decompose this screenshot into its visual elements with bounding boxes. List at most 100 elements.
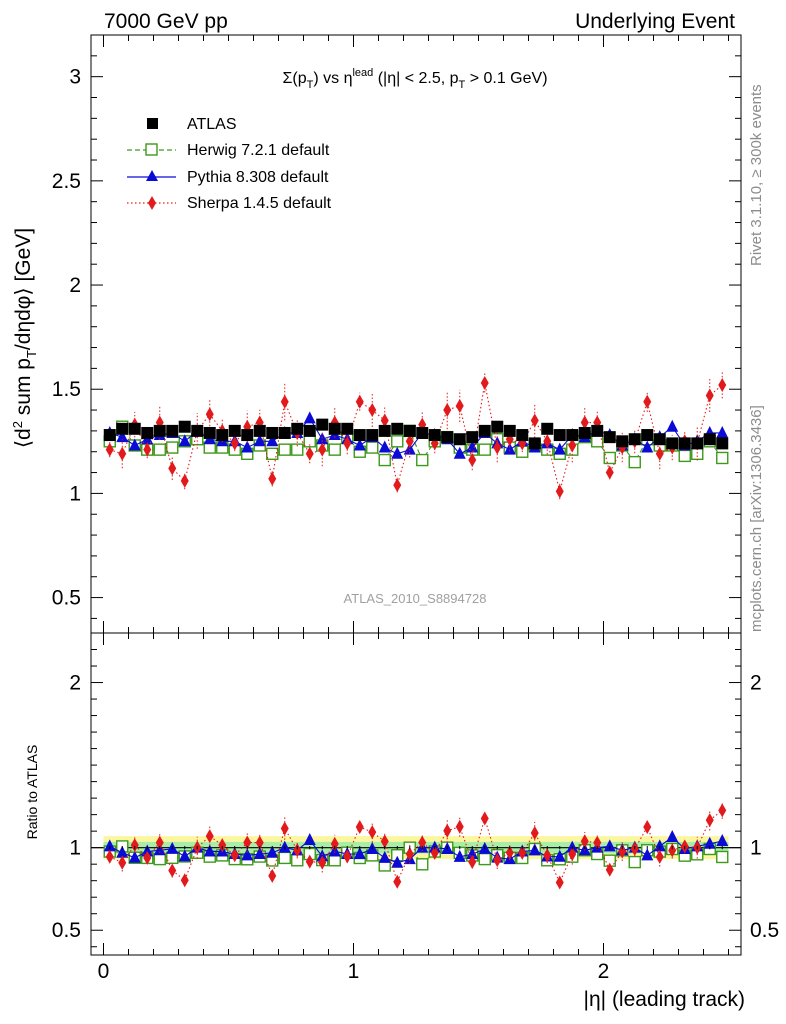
herwig-point	[328, 443, 341, 456]
x-tick-label: 0	[98, 960, 110, 983]
sherpa-point	[343, 436, 352, 451]
sherpa-ratio-point	[118, 855, 127, 870]
legend-herwig-label: Herwig 7.2.1 default	[187, 142, 330, 159]
header-right: Underlying Event	[575, 10, 735, 33]
herwig-ratio-point	[278, 851, 291, 865]
sherpa-point	[493, 440, 502, 455]
x-tick-label: 2	[598, 960, 610, 983]
ratio-tick-label: 2	[750, 672, 762, 695]
ratio-y-tick-labels-right: 0.5 1 2	[750, 672, 779, 943]
y-tick-label: 0.5	[52, 587, 81, 610]
atlas-point	[378, 424, 391, 437]
sherpa-ratio-point	[568, 847, 577, 862]
ratio-tick-label: 0.5	[52, 919, 81, 942]
atlas-point	[528, 437, 541, 450]
sherpa-ratio-point	[355, 820, 364, 835]
y-tick-label: 2.5	[52, 170, 81, 193]
sherpa-point	[480, 375, 489, 390]
pythia-point	[266, 434, 279, 447]
atlas-point	[253, 424, 266, 437]
sherpa-ratio-point	[655, 849, 664, 864]
sherpa-point	[555, 484, 564, 499]
herwig-point	[628, 455, 641, 469]
legend-sherpa-label: Sherpa 1.4.5 default	[187, 195, 332, 212]
sherpa-point	[168, 461, 177, 476]
pythia-point	[241, 440, 254, 453]
sherpa-ratio-point	[518, 845, 527, 860]
atlas-point	[291, 422, 304, 435]
sherpa-ratio-point	[368, 825, 377, 840]
sherpa-point	[318, 442, 327, 457]
legend-entry-pythia: Pythia 8.308 default	[127, 169, 329, 186]
sherpa-ratio-point	[718, 803, 727, 818]
atlas-point	[353, 429, 366, 442]
herwig-point	[391, 435, 404, 448]
sherpa-point	[280, 394, 289, 409]
legend-pythia-label: Pythia 8.308 default	[187, 169, 329, 186]
sherpa-ratio-point	[705, 813, 714, 828]
sherpa-ratio-point	[443, 823, 452, 838]
pythia-ratio-point	[353, 847, 366, 860]
main-series-layer	[103, 371, 729, 500]
sherpa-ratio-point	[493, 853, 502, 868]
pythia-ratio-point	[116, 845, 129, 858]
atlas-point	[441, 431, 454, 444]
main-y-tick-labels: 0.5 1 1.5 2 2.5 3	[52, 66, 81, 610]
atlas-point	[166, 424, 179, 437]
atlas-point	[628, 433, 641, 446]
atlas-point	[453, 433, 466, 446]
atlas-point	[491, 420, 504, 433]
atlas-point	[716, 437, 729, 450]
sherpa-ratio-point	[418, 835, 427, 850]
ratio-tick-label: 1	[69, 837, 81, 860]
y-tick-label: 1.5	[52, 378, 81, 401]
sherpa-point	[380, 413, 389, 428]
sherpa-point	[655, 446, 664, 461]
sherpa-point	[718, 378, 727, 393]
atlas-point	[303, 424, 316, 437]
atlas-point	[703, 433, 716, 446]
sherpa-ratio-point	[605, 862, 614, 877]
sherpa-ratio-point	[505, 845, 514, 860]
analysis-watermark: ATLAS_2010_S8894728	[344, 591, 487, 606]
herwig-point	[716, 451, 729, 465]
pythia-ratio-point	[178, 849, 191, 862]
atlas-point	[391, 422, 404, 435]
pythia-point	[303, 411, 316, 424]
pythia-point	[503, 442, 516, 455]
atlas-point	[578, 426, 591, 439]
sherpa-point	[230, 436, 239, 451]
pythia-ratio-point	[641, 848, 654, 861]
pythia-ratio-point	[603, 839, 616, 852]
legend-pythia-marker	[146, 170, 158, 181]
sherpa-ratio-point	[155, 835, 164, 850]
atlas-point	[241, 429, 254, 442]
sherpa-point	[105, 442, 114, 457]
sherpa-ratio-point	[618, 844, 627, 859]
sherpa-ratio-point	[555, 875, 564, 890]
pythia-point	[178, 434, 191, 447]
sherpa-point	[643, 394, 652, 409]
pythia-point	[391, 446, 404, 459]
pythia-ratio-point	[241, 848, 254, 861]
x-tick-label: 1	[348, 960, 360, 983]
atlas-point	[516, 429, 529, 442]
pythia-ratio-point	[128, 850, 141, 863]
pythia-point	[378, 440, 391, 453]
sherpa-ratio-point	[643, 820, 652, 835]
pythia-ratio-point	[316, 849, 329, 862]
ratio-axis-ticks	[91, 632, 741, 955]
y-axis-label: ⟨d2 sum pT/dηdφ⟩ [GeV]	[10, 228, 39, 448]
y-tick-label: 3	[69, 66, 81, 89]
pythia-ratio-point	[103, 839, 116, 852]
pythia-ratio-point	[716, 834, 729, 847]
sherpa-ratio-point	[455, 819, 464, 834]
ratio-series-layer	[103, 801, 729, 890]
pythia-point	[553, 442, 566, 455]
atlas-point	[666, 437, 679, 450]
sherpa-ratio-point	[180, 873, 189, 888]
legend: ATLAS Herwig 7.2.1 default Pythia 8.308 …	[127, 116, 332, 212]
sherpa-point	[143, 442, 152, 457]
sherpa-ratio-point	[393, 874, 402, 889]
mcplots-label: mcplots.cern.ch [arXiv:1306.3436]	[748, 405, 765, 632]
